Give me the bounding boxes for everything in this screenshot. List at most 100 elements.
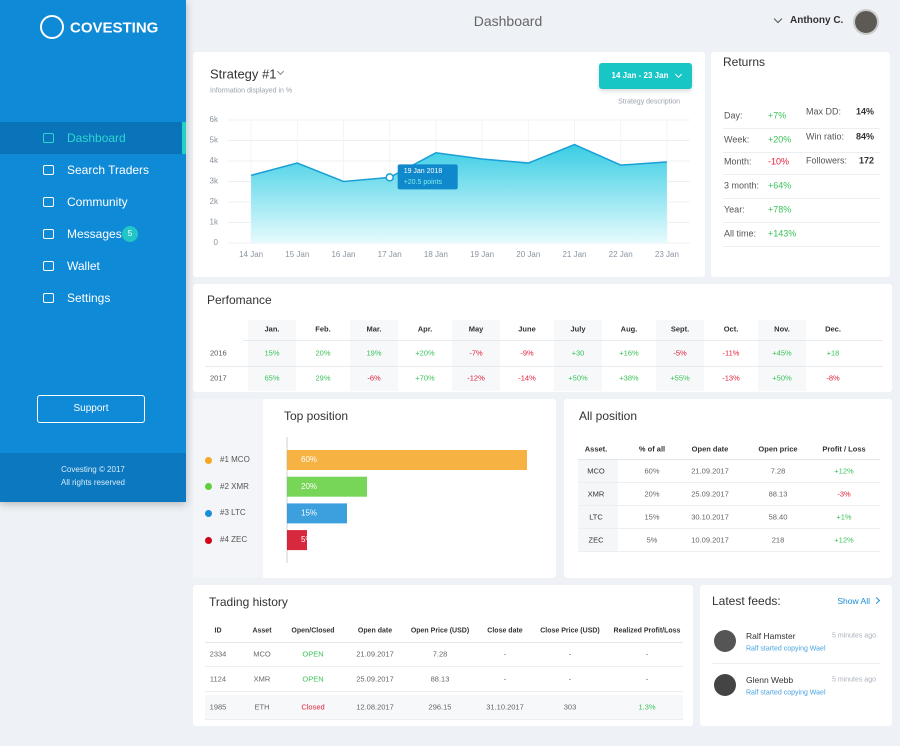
row-shade [205, 695, 683, 719]
column-header: Close date [487, 627, 523, 635]
menu-item[interactable]: Settings [67, 291, 111, 305]
column-header: Sept. [670, 324, 690, 334]
menu-icon [43, 165, 54, 175]
column-header: Open Price (USD) [410, 627, 470, 635]
tooltip-text: +20.5 points [404, 179, 443, 186]
card-subtitle: Information displayed in % [210, 87, 293, 95]
cell: - [645, 674, 649, 684]
return-value: +64% [768, 180, 792, 191]
strategy-link[interactable]: Strategy description [618, 98, 680, 106]
return-value: +7% [768, 110, 787, 121]
feed-avatar [714, 674, 736, 696]
row-separator [205, 366, 883, 367]
cell: 12.08.2017 [356, 702, 394, 712]
cell: 20% [315, 348, 331, 358]
column-header: Profit / Loss [822, 444, 866, 454]
support-label[interactable]: Support [73, 403, 109, 414]
menu-item[interactable]: Search Traders [67, 163, 150, 177]
cell: -6% [367, 373, 381, 383]
value-label: 5% [301, 535, 313, 544]
cell: - [503, 649, 507, 659]
return-label: Week: [724, 134, 750, 145]
menu-item[interactable]: Community [67, 195, 128, 209]
row-separator [578, 551, 880, 552]
date-range-label[interactable]: 14 Jan - 23 Jan [611, 71, 669, 80]
bar [287, 476, 367, 497]
user-avatar[interactable] [853, 9, 879, 35]
show-all-link[interactable]: Show All [837, 595, 870, 606]
cell-shade [578, 529, 618, 551]
sidebar [0, 0, 186, 502]
column-header: Asset [252, 627, 272, 635]
cell: -13% [722, 373, 740, 383]
cell: -7% [469, 348, 483, 358]
cell: +12% [834, 535, 854, 545]
stat-label: Max DD: [806, 106, 842, 117]
cell: +30 [571, 348, 585, 358]
return-label: Year: [724, 204, 745, 215]
bar [287, 530, 307, 551]
menu-item[interactable]: Wallet [67, 259, 100, 273]
cell: XMR [253, 674, 271, 684]
y-tick-label: 4k [210, 156, 219, 165]
x-tick-label: 19 Jan [470, 250, 494, 259]
cell: 20% [644, 489, 660, 499]
user-name[interactable]: Anthony C. [790, 15, 844, 26]
row-separator [578, 482, 880, 483]
row-separator [723, 174, 880, 175]
feed-time: 5 minutes ago [832, 676, 876, 684]
menu-item[interactable]: Messages [67, 227, 122, 241]
stat-label: Followers: [806, 155, 848, 166]
column-header: Open price [758, 444, 798, 454]
cell: 1124 [209, 674, 227, 684]
y-tick-label: 5k [210, 136, 219, 145]
row-separator [723, 222, 880, 223]
row-separator [205, 691, 683, 692]
tooltip [397, 164, 458, 190]
column-header: % of all [638, 444, 666, 454]
date-range-button[interactable] [599, 63, 692, 89]
all-position-card [564, 399, 892, 578]
column-shade [809, 320, 857, 391]
footer-text: Covesting © 2017 [61, 465, 125, 474]
row-separator [205, 642, 683, 643]
cell: +12% [834, 466, 854, 476]
cell: XMR [587, 489, 605, 499]
column-header: Dec. [825, 324, 841, 334]
menu-icon [43, 197, 54, 207]
cell: +18 [826, 348, 840, 358]
column-shade [758, 320, 806, 391]
cell: +38% [619, 373, 639, 383]
legend-label: #2 XMR [220, 481, 249, 491]
cell: 303 [563, 702, 577, 712]
x-tick-label: 14 Jan [239, 250, 263, 259]
cell-shade [578, 460, 618, 482]
feed-name: Glenn Webb [746, 674, 794, 685]
x-tick-label: 21 Jan [562, 250, 586, 259]
cell: 10.09.2017 [691, 535, 729, 545]
row-separator [205, 666, 683, 667]
bar [287, 450, 527, 470]
column-header: Open date [357, 627, 393, 635]
stat-label: Win ratio: [806, 131, 845, 141]
return-value: -10% [768, 156, 790, 167]
menu-item[interactable]: Dashboard [67, 131, 126, 145]
cell: +55% [670, 373, 690, 383]
sidebar-footer [0, 453, 186, 502]
legend-dot [205, 483, 212, 491]
card-title: Strategy #1 [210, 66, 277, 82]
card-title: Trading history [209, 595, 288, 609]
row-separator [205, 719, 683, 720]
line [250, 143, 667, 183]
feed-name: Ralf Hamster [746, 630, 796, 641]
cell: 218 [771, 535, 785, 545]
cell: 19% [366, 348, 382, 358]
menu-icon [43, 229, 54, 239]
legend-label: #1 MCO [220, 455, 250, 464]
cell: -5% [673, 348, 687, 358]
row-year: 2016 [210, 348, 227, 358]
cell: -9% [520, 348, 534, 358]
cell: 30.10.2017 [691, 512, 729, 522]
row-separator [578, 459, 880, 460]
support-button[interactable] [37, 395, 145, 423]
